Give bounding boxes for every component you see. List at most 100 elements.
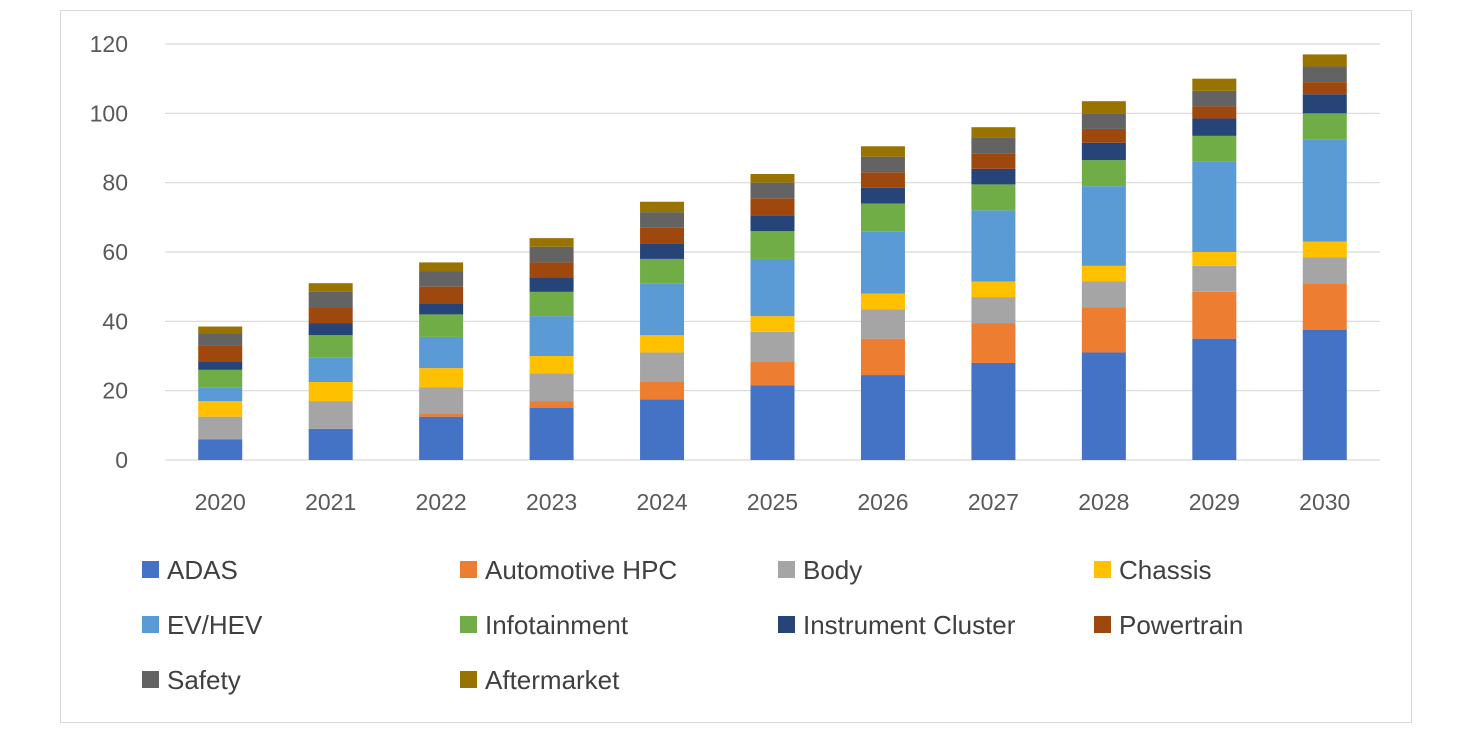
bar-segment-adas-2026: [860, 375, 905, 460]
y-tick-label: 120: [90, 31, 128, 57]
bar-segment-instrument-cluster-2026: [860, 187, 905, 204]
bar-segment-adas-2030: [1302, 330, 1347, 460]
bar-segment-automotive-hpc-2027: [971, 323, 1016, 363]
legend-label: EV/HEV: [167, 610, 263, 640]
bar-segment-powertrain-2020: [198, 345, 243, 362]
bar-segment-chassis-2029: [1192, 252, 1237, 266]
bar-segment-ev-hev-2020: [198, 387, 243, 402]
bar-segment-powertrain-2021: [308, 307, 353, 324]
bar-segment-chassis-2021: [308, 382, 353, 402]
bar-segment-chassis-2022: [419, 368, 464, 388]
bar-segment-adas-2023: [529, 408, 574, 460]
legend-label: Safety: [167, 665, 241, 695]
bar-segment-instrument-cluster-2028: [1081, 142, 1126, 161]
bar-segment-ev-hev-2021: [308, 357, 353, 382]
bar-segment-safety-2024: [640, 212, 685, 228]
bar-segment-adas-2022: [419, 416, 464, 460]
bar-segment-infotainment-2025: [750, 231, 795, 259]
bar-segment-body-2027: [971, 297, 1016, 324]
bar-segment-automotive-hpc-2024: [640, 382, 685, 400]
x-tick-label: 2020: [195, 489, 246, 515]
bar-segment-instrument-cluster-2027: [971, 168, 1016, 185]
bar-segment-body-2020: [198, 416, 243, 440]
legend-label: Instrument Cluster: [803, 610, 1016, 640]
bar-segment-adas-2024: [640, 399, 685, 460]
bar-segment-instrument-cluster-2020: [198, 361, 243, 370]
bar-segment-powertrain-2025: [750, 198, 795, 216]
legend-swatch: [778, 616, 795, 633]
bar-segment-chassis-2024: [640, 335, 685, 353]
bar-segment-chassis-2025: [750, 316, 795, 332]
bar-segment-powertrain-2027: [971, 153, 1016, 169]
bar-segment-infotainment-2028: [1081, 160, 1126, 187]
bar-segment-chassis-2023: [529, 356, 574, 374]
legend-swatch: [1094, 561, 1111, 578]
bar-segment-automotive-hpc-2026: [860, 338, 905, 376]
bar-segment-body-2021: [308, 401, 353, 429]
x-tick-label: 2023: [526, 489, 577, 515]
bar-segment-body-2024: [640, 352, 685, 382]
bar-segment-instrument-cluster-2023: [529, 278, 574, 292]
bar-segment-infotainment-2024: [640, 258, 685, 284]
legend-swatch: [460, 616, 477, 633]
bar-segment-safety-2026: [860, 156, 905, 173]
bar-segment-safety-2030: [1302, 66, 1347, 83]
x-tick-label: 2028: [1078, 489, 1129, 515]
bar-segment-adas-2025: [750, 385, 795, 460]
bar-segment-powertrain-2026: [860, 172, 905, 188]
bar-segment-ev-hev-2027: [971, 210, 1016, 282]
bar-segment-body-2028: [1081, 281, 1126, 308]
y-tick-label: 100: [90, 100, 128, 126]
bar-segment-aftermarket-2021: [308, 283, 353, 292]
bar-segment-aftermarket-2027: [971, 127, 1016, 138]
bar-segment-ev-hev-2028: [1081, 186, 1126, 266]
bar-segment-aftermarket-2025: [750, 174, 795, 183]
bar-segment-powertrain-2024: [640, 227, 685, 244]
x-tick-label: 2021: [305, 489, 356, 515]
bar-segment-automotive-hpc-2023: [529, 401, 574, 408]
legend-label: ADAS: [167, 555, 238, 585]
x-tick-label: 2027: [968, 489, 1019, 515]
bar-segment-adas-2028: [1081, 352, 1126, 460]
bar-segment-aftermarket-2029: [1192, 78, 1237, 91]
bar-segment-instrument-cluster-2025: [750, 215, 795, 232]
legend-swatch: [142, 561, 159, 578]
legend-swatch: [778, 561, 795, 578]
bar-segment-safety-2027: [971, 137, 1016, 154]
bar-segment-adas-2027: [971, 362, 1016, 460]
bar-segment-automotive-hpc-2029: [1192, 291, 1237, 339]
bar-segment-chassis-2030: [1302, 241, 1347, 258]
bar-segment-automotive-hpc-2022: [419, 413, 464, 417]
x-tick-label: 2029: [1189, 489, 1240, 515]
y-tick-label: 0: [115, 447, 128, 473]
bars: [198, 54, 1347, 460]
bar-segment-powertrain-2028: [1081, 128, 1126, 143]
y-axis-ticks: 0 20 40 60 80 100 120: [90, 31, 128, 473]
bar-segment-adas-2021: [308, 428, 353, 460]
bar-segment-infotainment-2030: [1302, 113, 1347, 140]
legend-swatch: [460, 561, 477, 578]
bar-segment-body-2023: [529, 373, 574, 402]
bar-segment-safety-2028: [1081, 113, 1126, 129]
bar-segment-aftermarket-2028: [1081, 101, 1126, 114]
x-tick-label: 2022: [416, 489, 467, 515]
bar-segment-body-2022: [419, 387, 464, 414]
bar-segment-safety-2023: [529, 246, 574, 263]
bar-segment-instrument-cluster-2029: [1192, 118, 1237, 136]
bar-segment-ev-hev-2025: [750, 258, 795, 317]
bar-segment-ev-hev-2030: [1302, 139, 1347, 242]
bar-segment-powertrain-2029: [1192, 106, 1237, 119]
x-tick-label: 2030: [1299, 489, 1350, 515]
bar-segment-automotive-hpc-2030: [1302, 283, 1347, 330]
legend-label: Automotive HPC: [485, 555, 677, 585]
legend-label: Aftermarket: [485, 665, 620, 695]
legend-label: Body: [803, 555, 862, 585]
bar-segment-infotainment-2026: [860, 203, 905, 232]
bar-segment-body-2030: [1302, 257, 1347, 284]
bar-segment-safety-2029: [1192, 90, 1237, 107]
bar-segment-powertrain-2030: [1302, 82, 1347, 95]
x-tick-label: 2024: [636, 489, 687, 515]
bar-segment-aftermarket-2026: [860, 146, 905, 157]
legend-swatch: [460, 671, 477, 688]
bar-segment-body-2025: [750, 331, 795, 362]
